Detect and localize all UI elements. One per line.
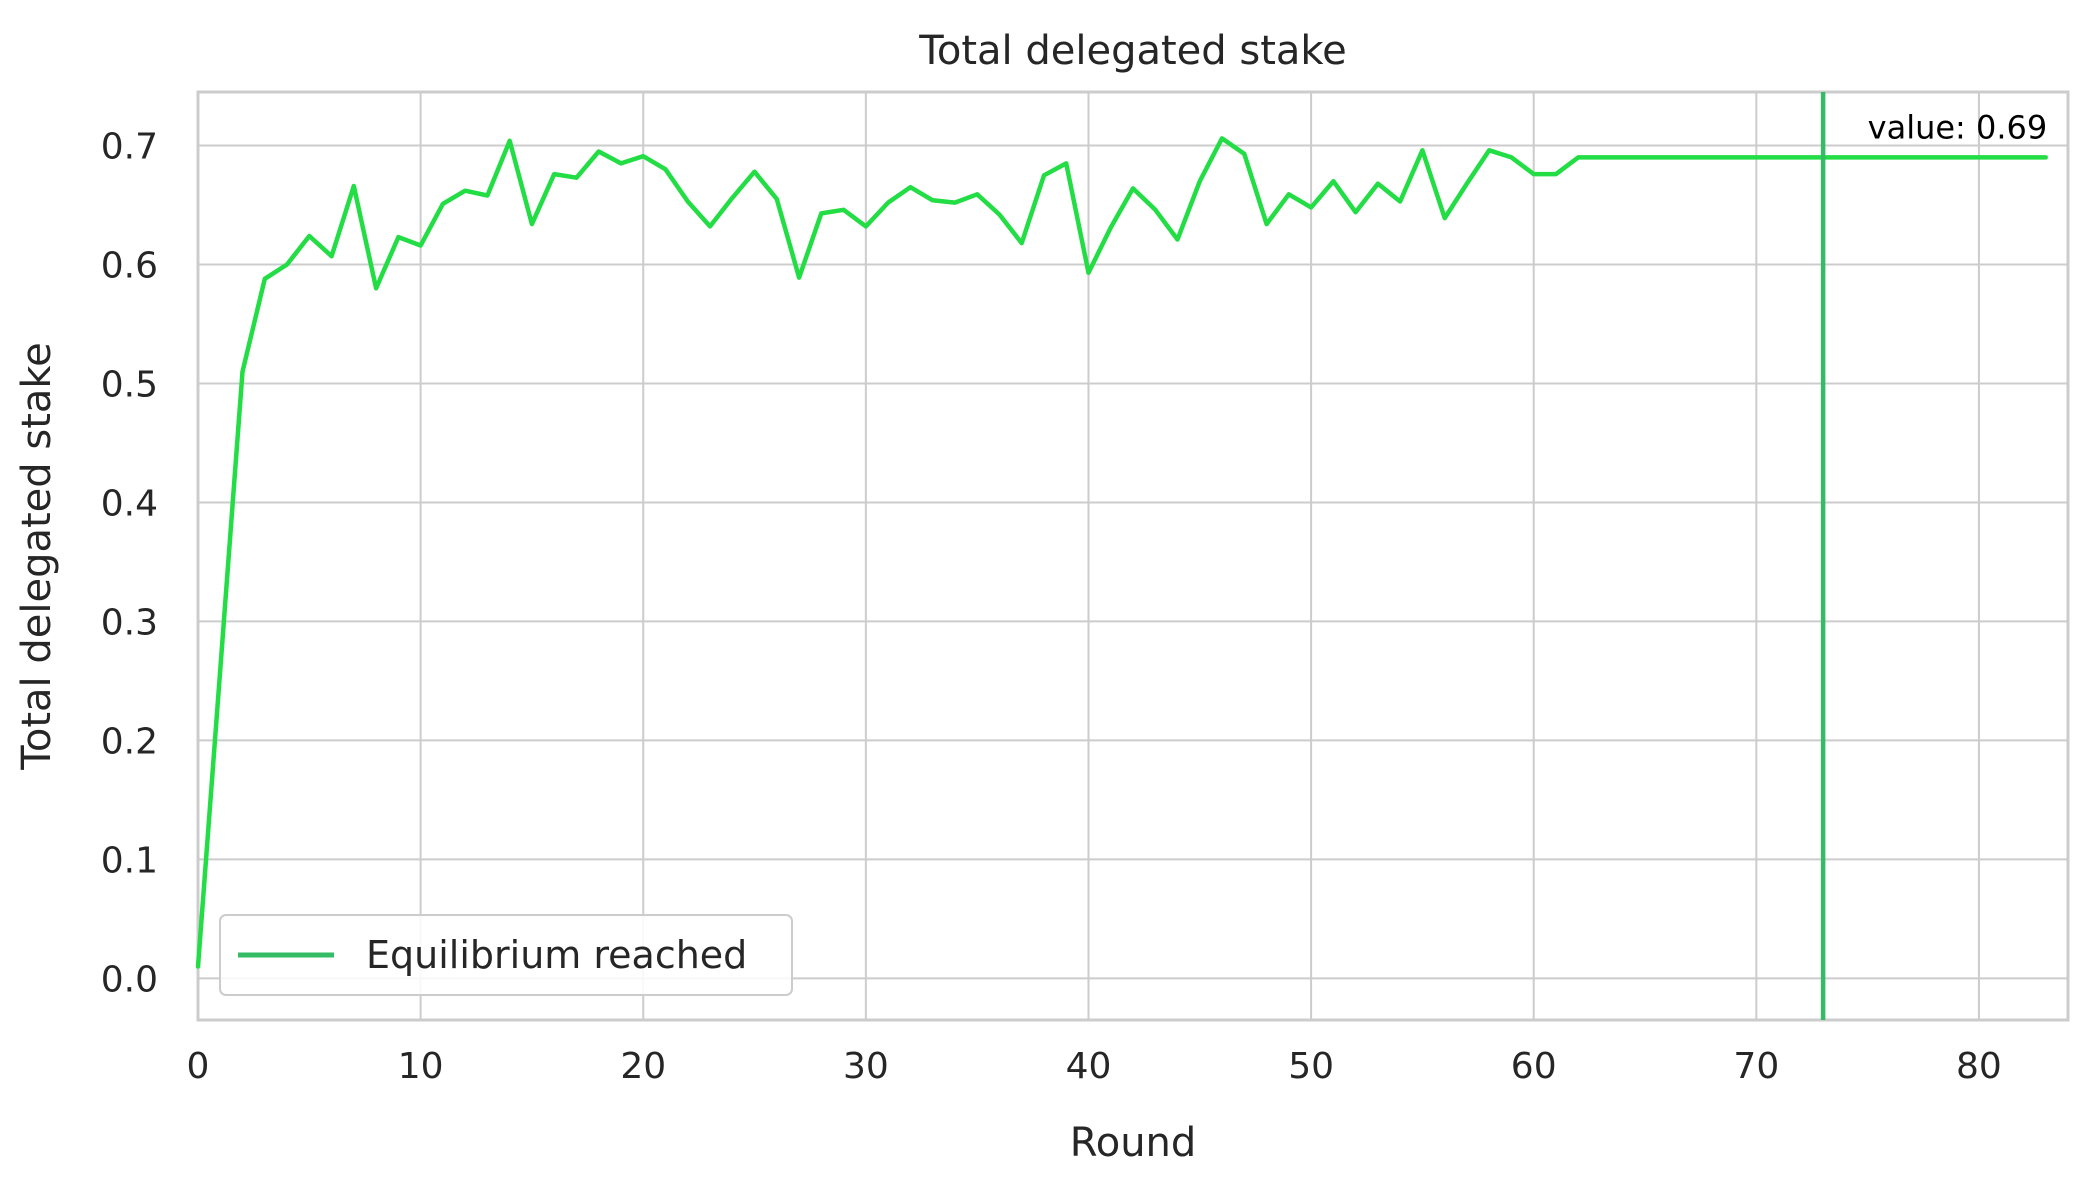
series-line-0 bbox=[195, 136, 2048, 969]
y-tick-label: 0.3 bbox=[101, 602, 158, 643]
x-tick-label: 80 bbox=[1956, 1046, 2002, 1087]
x-tick-label: 70 bbox=[1733, 1046, 1779, 1087]
x-tick-label: 60 bbox=[1511, 1046, 1557, 1087]
y-tick-label: 0.6 bbox=[101, 246, 158, 287]
plot-frame bbox=[196, 90, 2070, 1022]
y-axis-label: Total delegated stake bbox=[14, 342, 60, 771]
x-tick-label: 50 bbox=[1288, 1046, 1334, 1087]
y-tick-label: 0.7 bbox=[101, 127, 158, 168]
y-tick-label: 0.1 bbox=[101, 840, 158, 881]
grid bbox=[197, 92, 2068, 1020]
x-tick-label: 10 bbox=[398, 1046, 444, 1087]
legend-box bbox=[219, 914, 793, 996]
chart-title: Total delegated stake bbox=[918, 28, 1347, 74]
x-tick-label: 30 bbox=[843, 1046, 889, 1087]
value-annotation: value: 0.69 bbox=[1868, 109, 2048, 147]
tick-labels: 0 10 20 30 40 50 60 70 80 0.0 0.1 0.2 0.3 0.4 0.5 0.6 0.… bbox=[101, 127, 2002, 1087]
legend: Equilibrium reached bbox=[219, 914, 793, 996]
legend-entry-equilibrium: Equilibrium reached bbox=[366, 933, 747, 977]
y-tick-label: 0.0 bbox=[101, 959, 158, 1000]
x-axis-label: Round bbox=[1070, 1120, 1197, 1166]
y-tick-label: 0.5 bbox=[101, 364, 158, 405]
y-tick-label: 0.4 bbox=[101, 483, 158, 524]
x-tick-label: 20 bbox=[620, 1046, 666, 1087]
x-tick-label: 0 bbox=[187, 1046, 210, 1087]
series-layer bbox=[195, 92, 2048, 1020]
x-tick-label: 40 bbox=[1066, 1046, 1112, 1087]
y-tick-label: 0.2 bbox=[101, 721, 158, 762]
